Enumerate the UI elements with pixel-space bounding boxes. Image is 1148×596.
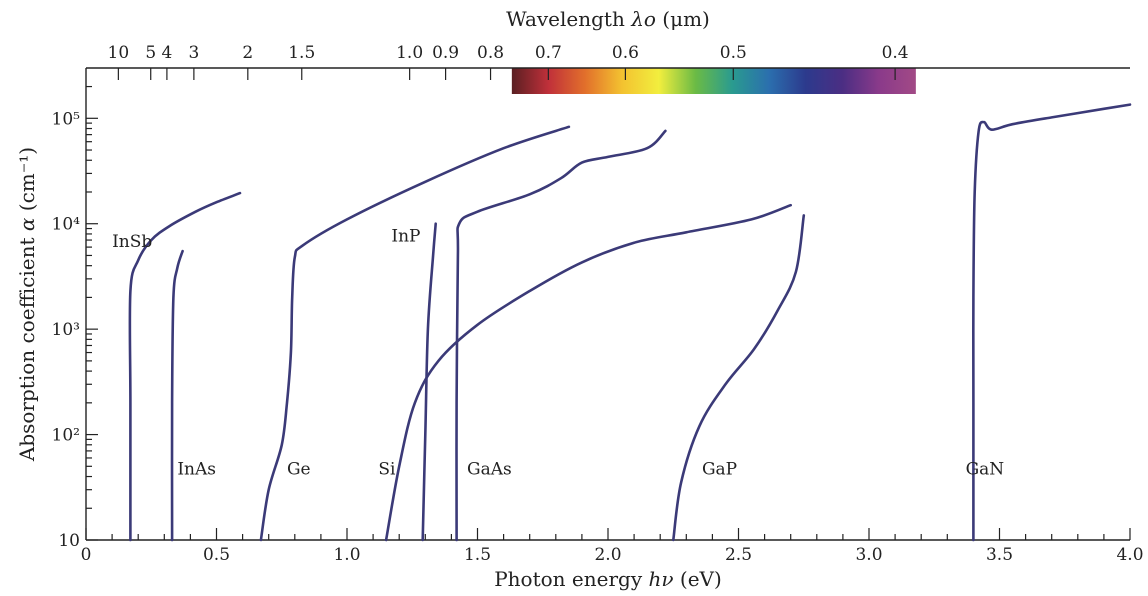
y-tick-label: 10 — [58, 531, 80, 551]
x-tick-label: 3.5 — [986, 545, 1013, 565]
x-tick-label: 0 — [81, 545, 92, 565]
top-tick-label: 0.4 — [882, 43, 909, 63]
label-insb: InSb — [112, 232, 152, 252]
y-tick-label: 10³ — [52, 320, 80, 340]
spectrum-gradient-bar — [511, 68, 916, 94]
x-tick-label: 2.0 — [594, 545, 621, 565]
label-inp: InP — [391, 226, 420, 246]
y-axis-title: Absorption coefficient α (cm⁻¹) — [15, 147, 39, 462]
y-tick-label: 10⁵ — [52, 109, 81, 129]
curve-inp — [421, 222, 437, 542]
top-axis-title: Wavelength λo (μm) — [506, 7, 710, 31]
y-tick-label: 10⁴ — [52, 215, 81, 235]
top-tick-label: 0.7 — [535, 43, 562, 63]
curve-insb — [128, 191, 242, 542]
curve-labels: InSb InAs Ge Si InP GaAs GaP GaN — [112, 226, 1004, 479]
curve-si — [384, 203, 792, 542]
top-tick-label: 0.9 — [432, 43, 459, 63]
top-tick-label: 2 — [242, 43, 253, 63]
top-tick-label: 0.5 — [720, 43, 747, 63]
x-axis-title: Photon energy hν (eV) — [494, 567, 722, 591]
top-tick-label: 4 — [161, 43, 172, 63]
label-gap: GaP — [702, 459, 737, 479]
top-tick-label: 1.0 — [396, 43, 423, 63]
curve-gap — [672, 214, 806, 542]
label-si: Si — [378, 459, 396, 479]
curve-inas — [170, 249, 184, 542]
label-ge: Ge — [287, 459, 311, 479]
top-tick-label: 5 — [145, 43, 156, 63]
top-tick-label: 0.8 — [477, 43, 504, 63]
top-tick-label: 0.6 — [612, 43, 639, 63]
top-tick-label: 3 — [188, 43, 199, 63]
curves — [128, 103, 1132, 542]
label-inas: InAs — [177, 459, 216, 479]
top-tick-label: 10 — [108, 43, 130, 63]
curve-gaas — [455, 129, 667, 542]
curve-ge — [259, 125, 571, 542]
label-gaas: GaAs — [467, 459, 512, 479]
axes: 0 0.5 1.0 1.5 2.0 2.5 3.0 3.5 4.0 10 10² 10³ 10⁴ 10⁵ 1… — [52, 43, 1144, 565]
visible-spectrum-band — [511, 68, 916, 94]
x-tick-label: 1.5 — [464, 545, 491, 565]
x-tick-label: 4.0 — [1116, 545, 1143, 565]
x-tick-label: 2.5 — [725, 545, 752, 565]
label-gan: GaN — [966, 459, 1005, 479]
curve-gan — [972, 103, 1132, 542]
y-tick-label: 10² — [52, 426, 80, 446]
x-tick-label: 1.0 — [333, 545, 360, 565]
x-tick-label: 3.0 — [855, 545, 882, 565]
top-tick-label: 1.5 — [288, 43, 315, 63]
x-tick-label: 0.5 — [203, 545, 230, 565]
